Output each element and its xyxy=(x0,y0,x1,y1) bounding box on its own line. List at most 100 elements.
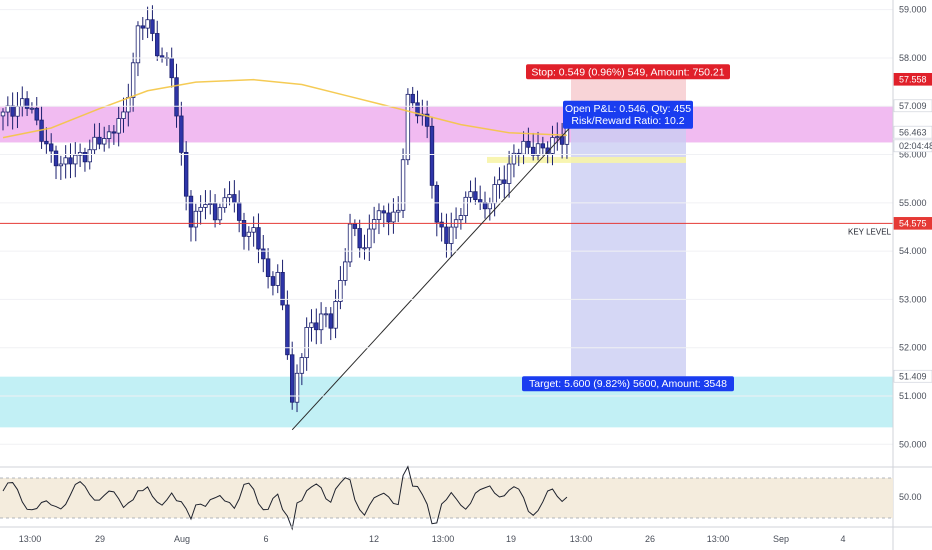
candle-body xyxy=(434,184,439,223)
candle-body xyxy=(328,313,333,329)
candle-body xyxy=(10,105,15,117)
time-tick-label: 13:00 xyxy=(570,534,593,544)
candle-body xyxy=(15,106,20,117)
candle-body xyxy=(5,105,11,113)
candle-body xyxy=(439,221,444,228)
candle-body xyxy=(415,102,420,117)
candle-body xyxy=(20,98,25,107)
candle-body xyxy=(526,140,531,148)
stop-label-text: Stop: 0.549 (0.96%) 549, Amount: 750.21 xyxy=(531,66,724,78)
time-tick-label: Sep xyxy=(773,534,789,544)
stop-label: Stop: 0.549 (0.96%) 549, Amount: 750.21 xyxy=(526,64,730,80)
price-tick-label: 54.000 xyxy=(899,246,927,256)
price-tick-label: 50.000 xyxy=(899,439,927,449)
price-tick-label: 59.000 xyxy=(899,5,927,15)
candle-body xyxy=(270,276,276,286)
price-tag: 51.409 xyxy=(899,371,927,381)
candle-body xyxy=(381,210,386,214)
candle-body xyxy=(155,33,160,57)
candle-body xyxy=(280,271,285,306)
candle-body xyxy=(44,140,49,145)
candle-body xyxy=(410,93,415,104)
price-tag: 57.558 xyxy=(899,74,927,84)
candle-body xyxy=(444,226,449,244)
candle-body xyxy=(338,279,343,302)
time-tick-label: 12 xyxy=(369,534,379,544)
candle-body xyxy=(34,107,39,121)
trendline xyxy=(291,125,573,431)
candle-body xyxy=(294,372,300,403)
candle-body xyxy=(130,62,136,98)
candle-body xyxy=(343,261,348,281)
stop-label-bg xyxy=(526,64,730,80)
price-tag: 57.009 xyxy=(899,101,927,111)
candle-body xyxy=(304,327,309,359)
candle-body xyxy=(251,227,256,233)
candle-body xyxy=(73,154,78,165)
candle-body xyxy=(169,57,174,79)
candle-body xyxy=(82,152,88,163)
pnl-label-text: Open P&L: 0.546, Qty: 455 xyxy=(565,103,691,115)
price-tag-bg xyxy=(893,217,932,230)
candle-body xyxy=(0,111,6,117)
key-level-label: KEY LEVEL xyxy=(848,227,892,236)
candle-body xyxy=(535,143,541,156)
candle-body xyxy=(497,179,502,185)
candle-body xyxy=(246,231,252,237)
target-label-text: Target: 5.600 (9.82%) 5600, Amount: 3548 xyxy=(529,378,727,390)
candle-body xyxy=(463,196,468,217)
candle-body xyxy=(116,118,121,134)
candle-body xyxy=(217,207,223,221)
candle-body xyxy=(550,137,555,154)
candle-body xyxy=(102,138,107,145)
time-tick-label: 26 xyxy=(645,534,655,544)
candle-body xyxy=(49,143,54,152)
candle-body xyxy=(212,203,218,221)
candle-body xyxy=(140,25,145,29)
candle-body xyxy=(386,212,391,223)
price-tag-bg xyxy=(893,369,932,383)
price-tag: 54.575 xyxy=(899,219,927,229)
price-tag: 02:04:48 xyxy=(899,141,932,151)
candle-body xyxy=(106,131,112,139)
rsi-tick-label: 50.00 xyxy=(899,492,922,502)
candle-body xyxy=(232,194,237,203)
position-tool[interactable] xyxy=(487,79,686,377)
labels-layer: Stop: 0.549 (0.96%) 549, Amount: 750.21 O… xyxy=(522,64,892,392)
candle-body xyxy=(482,202,488,210)
candle-body xyxy=(376,210,382,220)
candle-body xyxy=(24,98,30,109)
candle-body xyxy=(545,147,550,154)
candle-body xyxy=(179,115,184,153)
candle-body xyxy=(236,202,242,221)
candle-body xyxy=(261,248,266,260)
candle-body xyxy=(145,19,150,29)
pnl-label-bg xyxy=(563,100,693,129)
candle-body xyxy=(473,191,478,200)
candle-body xyxy=(400,159,406,211)
candle-body xyxy=(449,226,454,244)
candle-body xyxy=(111,131,117,134)
price-tag-bg xyxy=(893,72,932,86)
candle-body xyxy=(333,301,338,329)
overlays-layer xyxy=(0,78,893,431)
candle-body xyxy=(531,146,536,156)
price-axis-bg xyxy=(893,0,932,550)
candle-body xyxy=(159,55,165,58)
candle-body xyxy=(314,322,319,331)
candle-body xyxy=(208,203,213,206)
target-zone xyxy=(571,105,686,377)
candle-body xyxy=(487,202,493,210)
rsi-band xyxy=(0,478,893,518)
candle-body xyxy=(424,113,430,127)
candle-body xyxy=(285,304,290,356)
candle-body xyxy=(396,209,401,213)
candle-body xyxy=(58,163,64,167)
demand-zone xyxy=(0,376,893,428)
candle-body xyxy=(193,210,198,228)
candle-body xyxy=(299,357,305,374)
time-tick-label: Aug xyxy=(174,534,190,544)
